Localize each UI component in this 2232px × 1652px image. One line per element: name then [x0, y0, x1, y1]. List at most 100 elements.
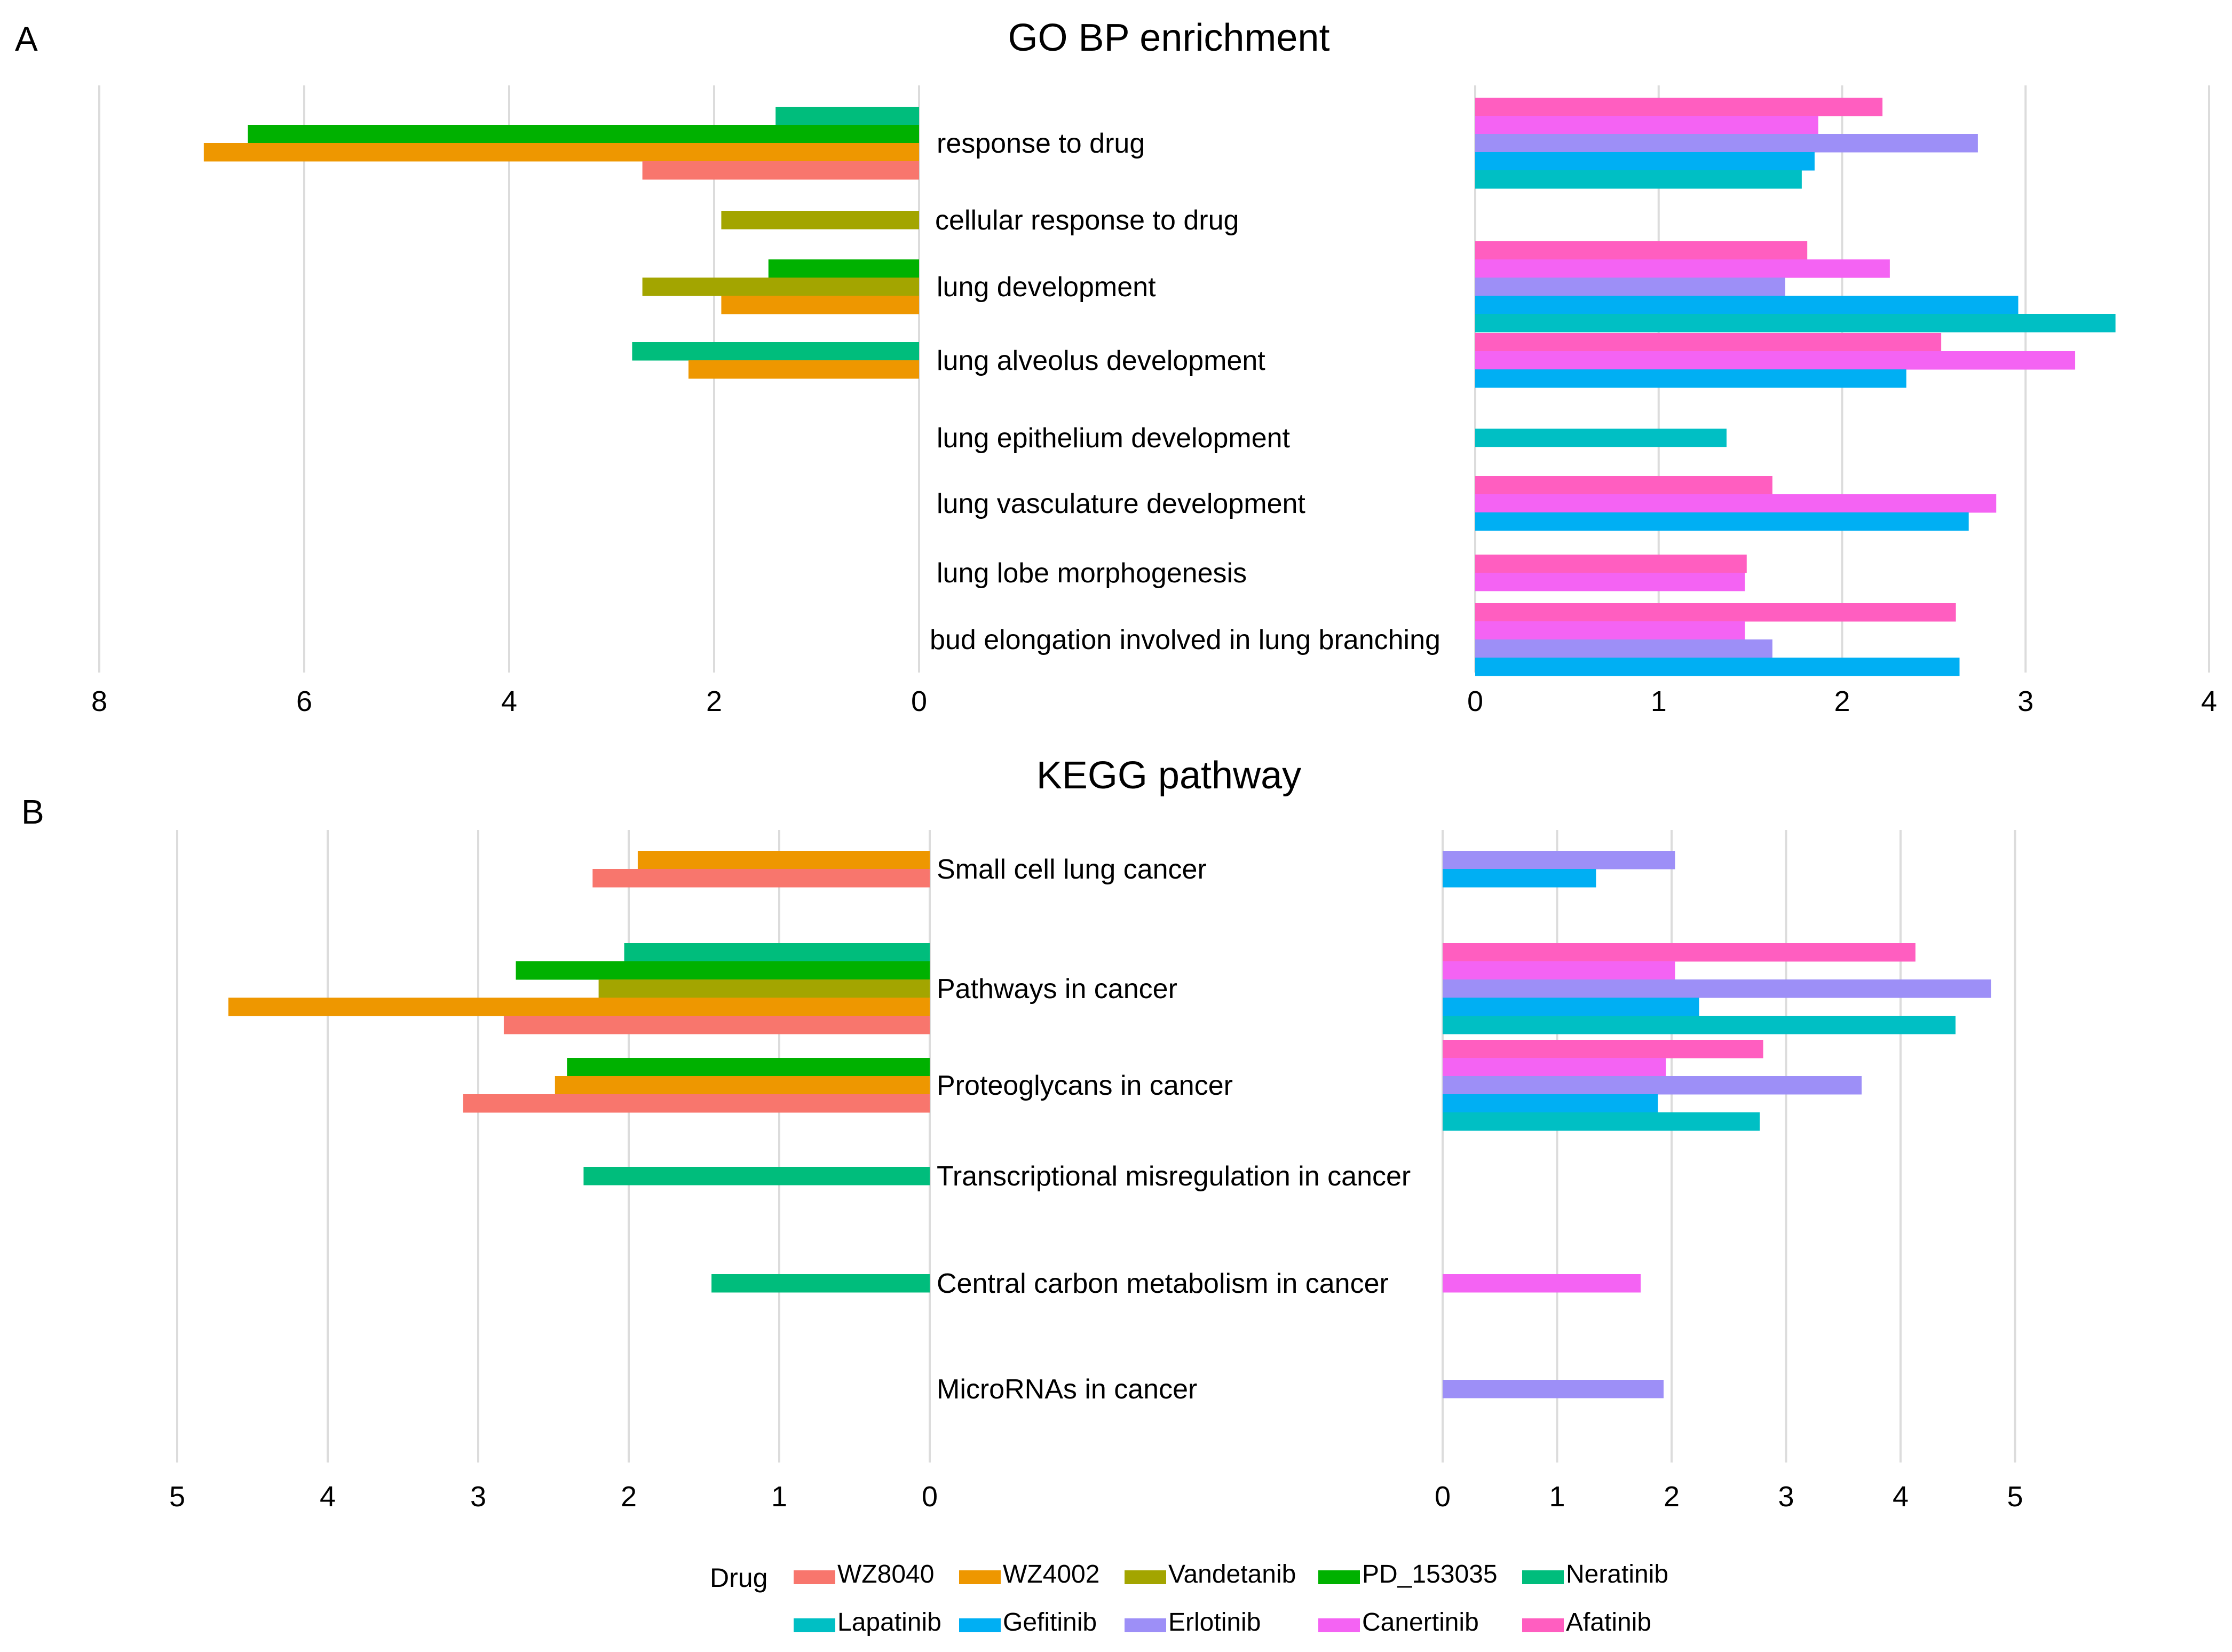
panel-a-term-lung-epithelium-development: lung epithelium development [937, 423, 1291, 454]
legend-swatch-canertinib [1318, 1618, 1360, 1632]
panel-a-bar-wz4002-lung-alveolus-development [688, 360, 919, 379]
panel-b-tick-labels: 5 4 3 2 1 0 0 1 2 3 4 5 [169, 1481, 2023, 1513]
panel-b-bar-afatinib-pathways-in-cancer [1443, 943, 1916, 962]
panel-a-term-response-to-drug: response to drug [937, 128, 1145, 159]
panel-b-right-tick-5: 5 [2007, 1481, 2023, 1513]
panel-a-bar-gefitinib-lung-alveolus-development [1475, 369, 1906, 388]
panel-b-bar-vandetanib-pathways-in-cancer [598, 979, 930, 998]
panel-b-bar-wz4002-proteoglycans-in-cancer [555, 1076, 930, 1095]
panel-a-left-tick-0: 0 [911, 685, 927, 717]
panel-b-bar-canertinib-central-carbon-metabolism-in-cancer [1443, 1274, 1641, 1293]
panel-a-bar-neratinib-lung-alveolus-development [632, 342, 919, 361]
panel-a-bar-afatinib-lung-lobe-morphogenesis [1475, 555, 1747, 573]
legend-swatch-lapatinib [794, 1618, 835, 1632]
legend-title: Drug [710, 1563, 767, 1593]
panel-a-bar-wz8040-response-to-drug [642, 161, 919, 180]
panel-b-right-tick-2: 2 [1664, 1481, 1680, 1513]
legend-swatch-afatinib [1522, 1618, 1564, 1632]
panel-a-right-tick-4: 4 [2201, 685, 2217, 717]
legend-label-neratinib: Neratinib [1566, 1560, 1668, 1588]
panel-a-bar-afatinib-response-to-drug [1475, 98, 1883, 116]
panel-b-left-tick-3: 3 [470, 1481, 486, 1513]
panel-b-bar-gefitinib-proteoglycans-in-cancer [1443, 1094, 1658, 1113]
panel-a-term-lung-lobe-morphogenesis: lung lobe morphogenesis [937, 558, 1247, 589]
panel-b-bar-canertinib-proteoglycans-in-cancer [1443, 1058, 1666, 1077]
panel-a-bar-wz4002-response-to-drug [203, 143, 920, 162]
panel-a-bar-canertinib-lung-development [1475, 259, 1890, 278]
panel-b-bar-pd-153035-proteoglycans-in-cancer [567, 1058, 930, 1077]
panel-a-bar-canertinib-lung-vasculature-development [1475, 494, 1997, 513]
panel-a-bar-gefitinib-lung-development [1475, 296, 2019, 314]
panel-a-right-tick-3: 3 [2017, 685, 2033, 717]
panel-b-bar-wz8040-small-cell-lung-cancer [592, 869, 930, 888]
legend-swatch-wz8040 [794, 1570, 835, 1584]
panel-b-bar-wz4002-small-cell-lung-cancer [637, 851, 930, 870]
panel-a-bar-erlotinib-response-to-drug [1475, 134, 1978, 153]
panel-a-bar-erlotinib-lung-development [1475, 278, 1785, 296]
panel-a-bar-afatinib-lung-development [1475, 241, 1808, 260]
legend-label-vandetanib: Vandetanib [1168, 1560, 1296, 1588]
legend-label-wz4002: WZ4002 [1003, 1560, 1099, 1588]
panel-a-bar-gefitinib-lung-vasculature-development [1475, 512, 1969, 531]
panel-a-bar-canertinib-lung-alveolus-development [1475, 351, 2076, 370]
panel-b-term-transcriptional-misregulation-in-cancer: Transcriptional misregulation in cancer [937, 1161, 1411, 1192]
panel-a-bar-afatinib-lung-alveolus-development [1475, 333, 1942, 352]
panel-a-bar-vandetanib-lung-development [642, 278, 919, 296]
panel-a-left-tick-4: 4 [501, 685, 517, 717]
panel-b-term-micrornas-in-cancer: MicroRNAs in cancer [937, 1374, 1197, 1405]
panel-a-right-tick-2: 2 [1834, 685, 1850, 717]
panel-a-title: GO BP enrichment [1008, 17, 1330, 59]
panel-a-bar-lapatinib-response-to-drug [1475, 170, 1802, 189]
panel-a-bar-gefitinib-bud-elongation-involved-in-lung-branching [1475, 658, 1960, 676]
legend-label-afatinib: Afatinib [1566, 1608, 1651, 1637]
panel-b-bar-wz4002-pathways-in-cancer [228, 998, 930, 1016]
panel-b-left-tick-5: 5 [169, 1481, 185, 1513]
panel-b-bar-neratinib-central-carbon-metabolism-in-cancer [711, 1274, 930, 1293]
panel-b-bar-lapatinib-proteoglycans-in-cancer [1443, 1112, 1760, 1131]
panel-b-bar-wz8040-proteoglycans-in-cancer [463, 1094, 930, 1113]
panel-a-term-lung-alveolus-development: lung alveolus development [937, 345, 1265, 376]
panel-b-term-small-cell-lung-cancer: Small cell lung cancer [937, 854, 1207, 885]
panel-b-term-proteoglycans-in-cancer: Proteoglycans in cancer [937, 1070, 1233, 1101]
legend-swatch-wz4002 [959, 1570, 1001, 1584]
panel-b-left-tick-2: 2 [621, 1481, 637, 1513]
panel-b-bar-erlotinib-small-cell-lung-cancer [1443, 851, 1675, 870]
panel-a-bar-wz4002-lung-development [721, 296, 919, 314]
panel-b-right-tick-0: 0 [1435, 1481, 1451, 1513]
panel-b-left-tick-0: 0 [922, 1481, 938, 1513]
panel-a-bar-afatinib-lung-vasculature-development [1475, 476, 1772, 495]
panel-a-left-tick-6: 6 [296, 685, 312, 717]
panel-b-bar-gefitinib-pathways-in-cancer [1443, 998, 1699, 1016]
panel-a-bar-neratinib-response-to-drug [775, 107, 919, 125]
legend-label-gefitinib: Gefitinib [1003, 1608, 1097, 1637]
legend-label-pd-153035: PD_153035 [1362, 1560, 1498, 1588]
panel-b-title: KEGG pathway [1036, 754, 1301, 797]
legend-label-wz8040: WZ8040 [837, 1560, 934, 1588]
panel-a-left-tick-8: 8 [91, 685, 107, 717]
panel-a-bar-erlotinib-bud-elongation-involved-in-lung-branching [1475, 639, 1772, 658]
legend-swatch-vandetanib [1125, 1570, 1166, 1584]
panel-a-term-lung-vasculature-development: lung vasculature development [937, 488, 1305, 519]
panel-b-bars [228, 851, 1991, 1398]
legend-swatch-pd-153035 [1318, 1570, 1360, 1584]
panel-b-bar-gefitinib-small-cell-lung-cancer [1443, 869, 1596, 888]
legend-swatch-gefitinib [959, 1618, 1001, 1632]
panel-b-term-labels: Small cell lung cancer Pathways in cancer… [937, 854, 1411, 1405]
panel-a-right-tick-0: 0 [1467, 685, 1483, 717]
legend-label-erlotinib: Erlotinib [1168, 1608, 1261, 1637]
panel-a-bars [203, 98, 2116, 676]
panel-b-bar-erlotinib-micrornas-in-cancer [1443, 1380, 1664, 1398]
legend: Drug WZ8040 WZ4002 Vandetanib PD_153035 Nera… [710, 1560, 1668, 1637]
panel-a-bar-lapatinib-lung-epithelium-development [1475, 429, 1727, 447]
panel-a-term-cellular-response-to-drug: cellular response to drug [935, 205, 1239, 236]
panel-b-term-pathways-in-cancer: Pathways in cancer [937, 974, 1177, 1005]
panel-a-bar-canertinib-bud-elongation-involved-in-lung-branching [1475, 621, 1745, 640]
panel-a-bar-lapatinib-lung-development [1475, 314, 2116, 333]
panel-b-left-tick-4: 4 [320, 1481, 336, 1513]
panel-b-bar-lapatinib-pathways-in-cancer [1443, 1016, 1956, 1034]
panel-a: A GO BP enrichment response to drug cellu… [15, 17, 2217, 717]
panel-a-letter: A [15, 20, 38, 58]
panel-a-term-lung-development: lung development [937, 272, 1156, 303]
panel-a-left-tick-2: 2 [706, 685, 722, 717]
